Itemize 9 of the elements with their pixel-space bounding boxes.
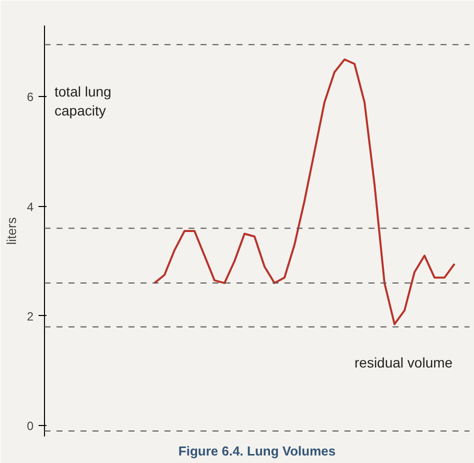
y-tick-label: 6 <box>26 90 34 104</box>
y-tick-label: 2 <box>26 309 34 324</box>
text: Figure 6.4. Lung Volumes <box>178 444 336 458</box>
text: total lung capacity <box>54 83 112 119</box>
line-series <box>154 58 456 326</box>
y-axis-title: liters <box>4 216 19 245</box>
y-tick-label: 0 <box>26 419 34 434</box>
annotation: residual volume <box>354 354 453 371</box>
y-tick-label: 4 <box>26 200 34 214</box>
